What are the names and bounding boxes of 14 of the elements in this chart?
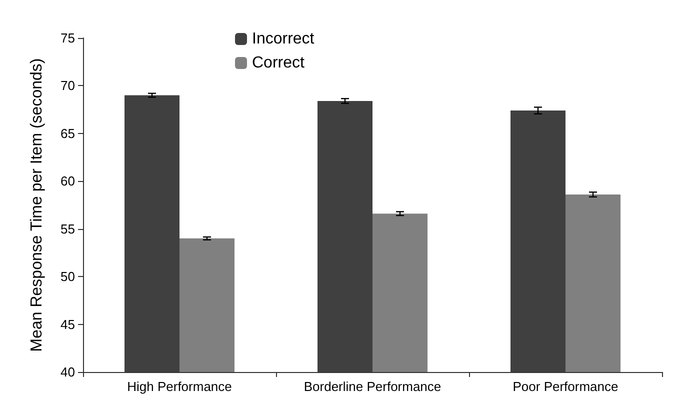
x-tick-label: Borderline Performance [304,379,442,394]
legend-label: Incorrect [252,30,315,48]
y-tick-label: 40 [60,364,75,380]
y-tick-label: 70 [60,78,75,94]
y-tick-label: 75 [60,30,75,46]
legend-label: Correct [252,54,306,72]
x-tick-label: High Performance [127,379,232,394]
y-tick-label: 55 [60,221,75,236]
y-tick-label: 45 [60,316,75,332]
y-tick-label: 65 [60,126,75,141]
y-axis-title: Mean Response Time per Item (seconds) [28,58,46,352]
y-tick-label: 50 [60,269,75,284]
x-tick-label: Poor Performance [512,379,618,394]
y-tick-label: 60 [60,174,75,189]
